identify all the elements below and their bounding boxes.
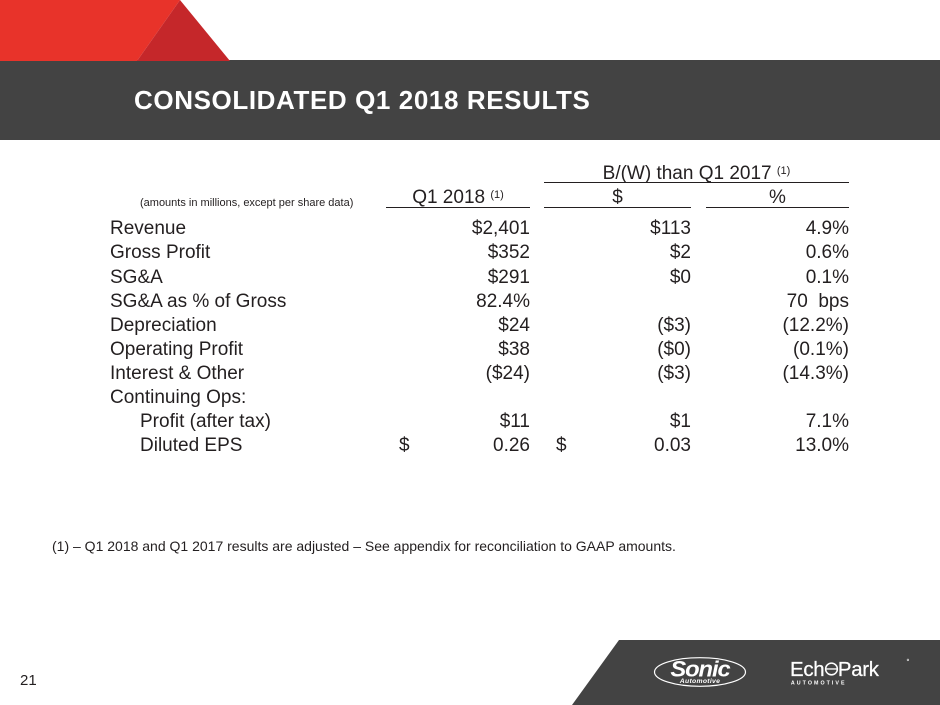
svg-text:Ech: Ech bbox=[790, 659, 824, 681]
svg-text:Park: Park bbox=[838, 659, 880, 681]
svg-text:Automotive: Automotive bbox=[679, 678, 720, 685]
svg-text:AUTOMOTIVE: AUTOMOTIVE bbox=[791, 681, 847, 687]
